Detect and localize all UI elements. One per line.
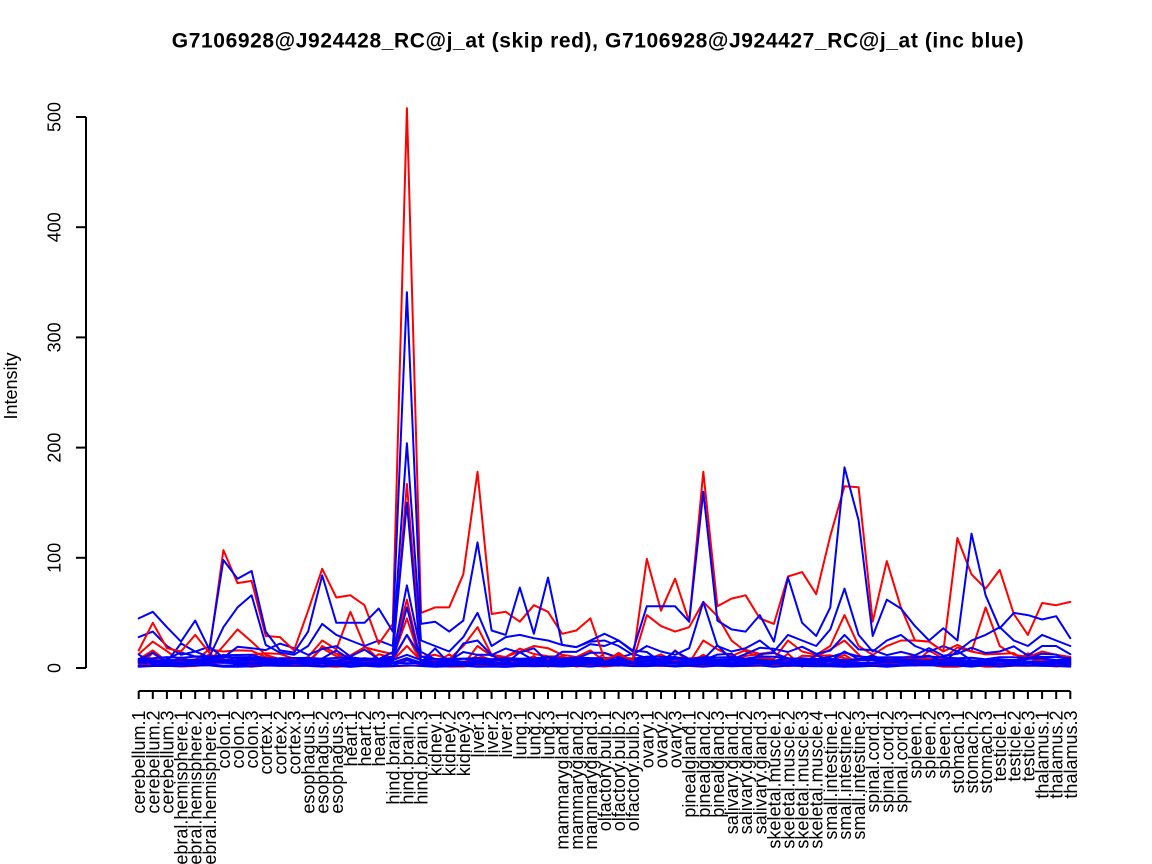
svg-text:mammarygland.3: mammarygland.3: [581, 711, 601, 850]
svg-text:spinal.cord.2: spinal.cord.2: [877, 711, 897, 813]
svg-text:testicle.2: testicle.2: [1004, 711, 1024, 782]
svg-text:spinal.cord.3: spinal.cord.3: [891, 711, 911, 813]
svg-text:esophagus.2: esophagus.2: [313, 711, 333, 814]
svg-text:mammarygland.2: mammarygland.2: [567, 711, 587, 850]
svg-text:heart.2: heart.2: [355, 711, 375, 767]
svg-text:400: 400: [45, 212, 65, 242]
svg-text:skeletal.muscle.4: skeletal.muscle.4: [807, 711, 827, 849]
svg-text:stomach.3: stomach.3: [976, 711, 996, 794]
svg-text:small.intestine.2: small.intestine.2: [835, 711, 855, 840]
svg-text:lung.3: lung.3: [539, 711, 559, 760]
svg-text:thalamus.1: thalamus.1: [1033, 711, 1053, 799]
svg-text:esophagus.1: esophagus.1: [299, 711, 319, 814]
svg-text:colon.3: colon.3: [242, 711, 262, 769]
svg-text:heart.3: heart.3: [369, 711, 389, 767]
svg-text:cerebellum.2: cerebellum.2: [143, 711, 163, 814]
svg-text:pinealgland.1: pinealgland.1: [680, 711, 700, 818]
svg-text:kidney.1: kidney.1: [426, 711, 446, 777]
svg-text:thalamus.3: thalamus.3: [1061, 711, 1081, 799]
svg-text:Intensity: Intensity: [1, 352, 21, 419]
svg-text:small.intestine.1: small.intestine.1: [821, 711, 841, 840]
svg-text:cerebral.hemisphere.3: cerebral.hemisphere.3: [200, 711, 220, 864]
svg-text:colon.2: colon.2: [228, 711, 248, 769]
svg-text:spinal.cord.1: spinal.cord.1: [863, 711, 883, 813]
svg-text:cerebellum.3: cerebellum.3: [157, 711, 177, 814]
svg-text:testicle.1: testicle.1: [990, 710, 1010, 781]
svg-text:testicle.3: testicle.3: [1018, 711, 1038, 782]
svg-text:spleen.1: spleen.1: [906, 711, 926, 779]
svg-text:salivary.gland.2: salivary.gland.2: [736, 711, 756, 835]
svg-text:esophagus.3: esophagus.3: [327, 711, 347, 814]
svg-text:lung.2: lung.2: [524, 711, 544, 760]
svg-text:lung.1: lung.1: [510, 711, 530, 760]
svg-text:cerebellum.1: cerebellum.1: [129, 711, 149, 814]
svg-text:cortex.2: cortex.2: [270, 711, 290, 775]
svg-text:skeletal.muscle.3: skeletal.muscle.3: [793, 711, 813, 849]
svg-text:hind.brain.3: hind.brain.3: [412, 711, 432, 805]
svg-text:mammarygland.1: mammarygland.1: [553, 711, 573, 850]
svg-text:kidney.3: kidney.3: [454, 711, 474, 777]
svg-text:cortex.1: cortex.1: [256, 711, 276, 775]
svg-text:colon.1: colon.1: [214, 711, 234, 769]
svg-text:stomach.2: stomach.2: [962, 711, 982, 794]
svg-text:spleen.2: spleen.2: [920, 711, 940, 779]
svg-text:200: 200: [45, 433, 65, 463]
svg-text:liver.2: liver.2: [482, 711, 502, 758]
svg-text:pinealgland.2: pinealgland.2: [694, 711, 714, 818]
svg-text:ovary.2: ovary.2: [652, 711, 672, 769]
svg-text:salivary.gland.3: salivary.gland.3: [750, 711, 770, 835]
svg-text:liver.1: liver.1: [468, 711, 488, 758]
svg-text:spleen.3: spleen.3: [934, 711, 954, 779]
svg-text:small.intestine.3: small.intestine.3: [849, 711, 869, 840]
svg-text:thalamus.2: thalamus.2: [1047, 711, 1067, 799]
svg-text:kidney.2: kidney.2: [440, 711, 460, 777]
svg-text:olfactory.bulb.1: olfactory.bulb.1: [595, 711, 615, 832]
svg-text:pinealgland.3: pinealgland.3: [708, 711, 728, 818]
svg-text:olfactory.bulb.3: olfactory.bulb.3: [623, 711, 643, 832]
svg-text:G7106928@J924428_RC@j_at (skip: G7106928@J924428_RC@j_at (skip red), G71…: [172, 30, 1024, 53]
svg-text:300: 300: [45, 322, 65, 352]
svg-text:liver.3: liver.3: [496, 711, 516, 758]
svg-text:salivary.gland.1: salivary.gland.1: [722, 711, 742, 835]
svg-text:olfactory.bulb.2: olfactory.bulb.2: [609, 711, 629, 832]
svg-text:ovary.3: ovary.3: [666, 711, 686, 769]
svg-text:500: 500: [45, 102, 65, 132]
svg-text:100: 100: [45, 543, 65, 573]
svg-text:cortex.3: cortex.3: [285, 711, 305, 775]
svg-text:skeletal.muscle.1: skeletal.muscle.1: [764, 711, 784, 849]
svg-text:hind.brain.1: hind.brain.1: [383, 711, 403, 805]
svg-text:heart.1: heart.1: [341, 711, 361, 767]
svg-text:skeletal.muscle.2: skeletal.muscle.2: [779, 711, 799, 849]
svg-text:stomach.1: stomach.1: [948, 711, 968, 794]
svg-text:0: 0: [45, 663, 65, 673]
svg-text:hind.brain.2: hind.brain.2: [397, 711, 417, 805]
svg-text:cerebral.hemisphere.2: cerebral.hemisphere.2: [186, 711, 206, 864]
svg-text:ovary.1: ovary.1: [637, 711, 657, 769]
svg-text:cerebral.hemisphere.1: cerebral.hemisphere.1: [172, 711, 192, 864]
